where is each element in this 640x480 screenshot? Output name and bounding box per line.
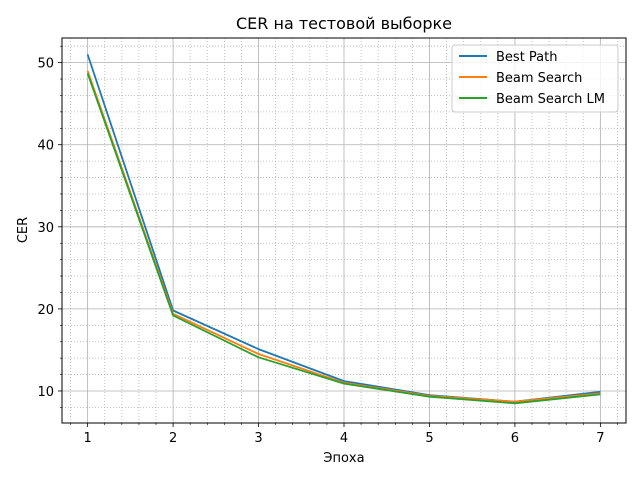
legend-label-beam-search: Beam Search — [496, 71, 582, 86]
legend: Best Path Beam Search Beam Search LM — [451, 44, 619, 113]
series-line-beam-search-lm — [86, 73, 601, 405]
y-axis-label: CER — [16, 217, 31, 243]
y-tick-label: 40 — [37, 139, 54, 154]
legend-label-beam-search-lm: Beam Search LM — [496, 92, 605, 107]
x-axis-label: Эпоха — [323, 451, 364, 466]
legend-label-best-path: Best Path — [496, 50, 557, 65]
legend-box — [451, 44, 619, 113]
x-tick-label: 7 — [596, 431, 604, 446]
x-tick-label: 2 — [169, 431, 177, 446]
series-lines — [86, 54, 601, 405]
x-tick-label: 4 — [340, 431, 348, 446]
y-tick-label: 20 — [37, 303, 54, 318]
x-tick-label: 1 — [83, 431, 91, 446]
chart-title: CER на тестовой выборке — [236, 14, 452, 33]
y-tick-label: 30 — [37, 221, 54, 236]
x-tick-label: 5 — [425, 431, 433, 446]
y-tick-label: 10 — [37, 385, 54, 400]
plot-area-frame — [61, 37, 627, 424]
x-tick-label: 6 — [511, 431, 519, 446]
x-tick-label: 3 — [254, 431, 262, 446]
y-tick-label: 50 — [37, 57, 54, 72]
axis-ticks: 1 2 3 4 5 6 7 10 20 30 40 50 — [37, 45, 618, 446]
